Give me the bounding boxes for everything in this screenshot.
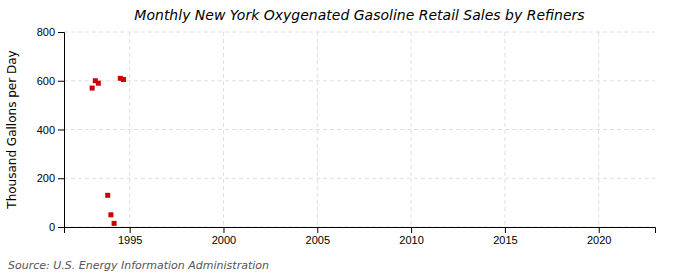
tick-label: 600 bbox=[37, 75, 55, 87]
y-axis: 0 200 400 600 800 bbox=[37, 26, 65, 233]
tick: 1995 bbox=[118, 227, 142, 246]
y-axis-title: Thousand Gallons per Day bbox=[5, 50, 19, 209]
axis-line bbox=[65, 228, 656, 234]
tick: 200 bbox=[37, 172, 64, 184]
plot: 1995 2000 2005 2010 2015 2020 0 200 400 600 800 bbox=[37, 26, 656, 246]
grid-line bbox=[598, 32, 599, 227]
point bbox=[90, 86, 95, 91]
tick-mark bbox=[58, 81, 64, 82]
grid-line bbox=[64, 178, 655, 179]
annotation: Source: U.S. Energy Information Administ… bbox=[8, 259, 269, 272]
grid-line bbox=[64, 32, 655, 33]
tick-mark bbox=[58, 130, 64, 131]
tick-mark bbox=[58, 178, 64, 179]
tick-mark bbox=[223, 227, 224, 233]
tick-mark bbox=[317, 227, 318, 233]
tick-label: 0 bbox=[49, 221, 55, 233]
tick: 2015 bbox=[493, 227, 517, 246]
tick: 600 bbox=[37, 75, 64, 87]
tick: 2020 bbox=[587, 227, 611, 246]
tick-mark bbox=[130, 227, 131, 233]
grid-line bbox=[129, 32, 130, 227]
tick-label: 1995 bbox=[118, 234, 142, 246]
tick-label: 2005 bbox=[306, 234, 330, 246]
tick: 0 bbox=[49, 221, 64, 233]
tick-mark bbox=[411, 227, 412, 233]
tick-label: 800 bbox=[37, 26, 55, 38]
point bbox=[105, 193, 110, 198]
grid-line bbox=[504, 32, 505, 227]
tick: 2010 bbox=[399, 227, 423, 246]
tick: 2005 bbox=[306, 227, 330, 246]
grid-line bbox=[411, 32, 412, 227]
tick-mark bbox=[599, 227, 600, 233]
tick-label: 2000 bbox=[212, 234, 236, 246]
chart: 1995 2000 2005 2010 2015 2020 0 200 400 600 800 Mon… bbox=[0, 0, 675, 275]
tick-label: 200 bbox=[37, 172, 55, 184]
point bbox=[108, 212, 113, 217]
tick-mark bbox=[58, 32, 64, 33]
tick-label: 2010 bbox=[399, 234, 423, 246]
tick-label: 2020 bbox=[587, 234, 611, 246]
grid bbox=[64, 32, 655, 227]
point bbox=[96, 81, 101, 86]
grid-line bbox=[64, 129, 655, 130]
tick-label: 400 bbox=[37, 124, 55, 136]
points bbox=[90, 76, 126, 226]
axis-line bbox=[58, 33, 65, 228]
tick: 800 bbox=[37, 26, 64, 38]
grid-line bbox=[223, 32, 224, 227]
point bbox=[121, 77, 126, 82]
grid-line bbox=[317, 32, 318, 227]
tick: 2000 bbox=[212, 227, 236, 246]
tick-mark bbox=[505, 227, 506, 233]
point bbox=[112, 221, 117, 226]
tick: 400 bbox=[37, 124, 64, 136]
tick-label: 2015 bbox=[493, 234, 517, 246]
tick-mark bbox=[58, 227, 64, 228]
title: Monthly New York Oxygenated Gasoline Ret… bbox=[134, 7, 584, 23]
grid-line bbox=[64, 80, 655, 81]
x-axis: 1995 2000 2005 2010 2015 2020 bbox=[65, 227, 656, 246]
